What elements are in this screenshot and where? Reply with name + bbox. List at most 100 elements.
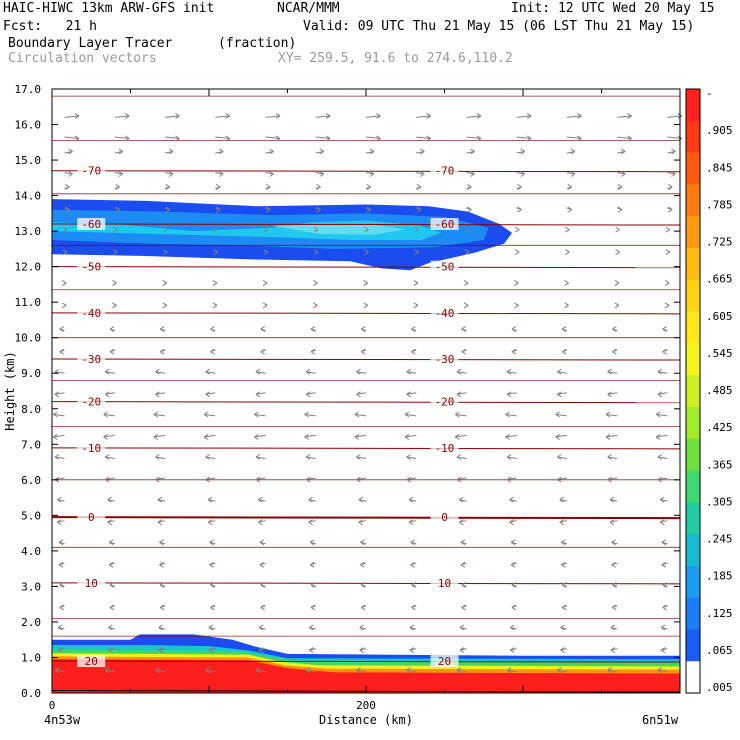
colorbar-label: .845: [706, 161, 733, 174]
vector-arrowhead: [470, 171, 475, 177]
vector-arrowhead: [305, 368, 311, 375]
vector-arrowhead: [511, 581, 517, 588]
init-time: Init: 12 UTC Wed 20 May 15: [511, 1, 715, 16]
vector-arrowhead: [570, 148, 576, 155]
vector-arrowhead: [203, 411, 209, 418]
circulation-vector: [205, 456, 216, 459]
vector-arrowhead: [316, 206, 321, 213]
contour-label: -10: [435, 442, 455, 455]
vector-arrowhead: [225, 135, 230, 142]
vector-arrowhead: [163, 249, 168, 256]
circulation-vector: [667, 115, 682, 118]
circulation-vector: [456, 669, 467, 673]
circulation-vector: [255, 477, 266, 481]
vector-arrowhead: [671, 171, 676, 177]
vector-arrowhead: [660, 647, 666, 654]
vector-arrowhead: [455, 411, 460, 418]
vector-arrowhead: [255, 476, 261, 483]
vector-arrowhead: [275, 135, 281, 142]
contour-label: 20: [438, 655, 451, 668]
vector-arrowhead: [258, 647, 264, 654]
vector-arrowhead: [104, 368, 110, 375]
vector-arrowhead: [163, 226, 168, 233]
vector-arrowhead: [159, 348, 165, 355]
vector-arrowhead: [210, 581, 215, 588]
vector-arrowhead: [411, 326, 416, 333]
vector-arrowhead: [162, 279, 167, 286]
contour-label-bg: [430, 511, 459, 524]
circulation-vector: [656, 434, 668, 438]
temperature-contour: [51, 223, 681, 226]
contour-label-bg: [77, 306, 106, 319]
circulation-vector: [354, 434, 367, 438]
vector-arrowhead: [54, 391, 60, 398]
vector-arrowhead: [509, 519, 514, 526]
circulation-vector: [667, 136, 682, 139]
vector-arrowhead: [406, 368, 411, 375]
vector-arrowhead: [557, 667, 562, 674]
vector-arrowhead: [612, 326, 617, 333]
vector-arrowhead: [506, 667, 512, 674]
circulation-vector: [105, 371, 115, 374]
colorbar-swatch: [686, 502, 700, 535]
circulation-vector: [164, 136, 180, 139]
vector-arrowhead: [115, 206, 120, 213]
plot-background: [52, 89, 680, 693]
vector-arrowhead: [74, 135, 80, 142]
circulation-vector: [456, 371, 467, 374]
vector-arrowhead: [205, 667, 210, 674]
circulation-vector: [507, 392, 517, 395]
circulation-vector: [64, 115, 80, 118]
vector-arrowhead: [155, 667, 160, 674]
vector-arrowhead: [358, 519, 364, 526]
circulation-vector: [656, 413, 668, 417]
circulation-vector: [103, 413, 115, 417]
circulation-vector: [657, 477, 668, 481]
vector-arrowhead: [620, 148, 626, 155]
vector-arrowhead: [155, 391, 160, 398]
circulation-vector: [306, 477, 316, 481]
vector-arrowhead: [215, 184, 221, 190]
vector-arrowhead: [65, 184, 70, 190]
colorbar-label: .005: [706, 681, 733, 694]
circulation-vector: [114, 136, 130, 139]
vector-arrowhead: [103, 433, 108, 440]
vector-arrowhead: [109, 604, 115, 611]
vector-arrowhead: [305, 476, 311, 483]
vector-arrowhead: [108, 539, 114, 546]
vector-arrowhead: [615, 249, 620, 256]
circulation-vector: [516, 136, 532, 139]
vector-arrowhead: [319, 171, 325, 177]
colorbar-label: .185: [706, 570, 733, 583]
y-tick-label: 16.0: [15, 119, 42, 132]
vector-arrowhead: [219, 171, 224, 177]
x-left-endpoint: 4n53w: [44, 713, 81, 727]
circulation-vector: [153, 413, 166, 417]
contour-label-bg: [430, 395, 459, 408]
vector-arrowhead: [459, 496, 464, 503]
contour-label: 10: [85, 577, 98, 590]
y-tick-label: 2.0: [21, 616, 41, 629]
vector-arrowhead: [526, 135, 532, 142]
vector-arrowhead: [461, 581, 466, 588]
vector-arrowhead: [414, 226, 419, 233]
circulation-vector: [354, 413, 367, 417]
y-tick-label: 12.0: [15, 261, 42, 274]
vector-arrowhead: [59, 348, 65, 355]
vector-arrowhead: [210, 326, 215, 333]
vector-arrowhead: [511, 348, 517, 355]
vector-arrowhead: [671, 148, 676, 155]
y-tick-label: 5.0: [21, 509, 41, 522]
vector-arrowhead: [360, 348, 366, 355]
circulation-vector: [105, 456, 115, 459]
vector-arrowhead: [260, 604, 265, 611]
vector-arrowhead: [260, 326, 265, 333]
colorbar-swatch: [686, 661, 700, 694]
vector-arrowhead: [376, 113, 381, 119]
vector-arrowhead: [404, 433, 410, 440]
circulation-vector: [255, 456, 266, 459]
vector-arrowhead: [118, 148, 124, 155]
circulation-vector: [505, 413, 517, 417]
vector-arrowhead: [360, 539, 365, 546]
vector-arrowhead: [62, 249, 68, 256]
